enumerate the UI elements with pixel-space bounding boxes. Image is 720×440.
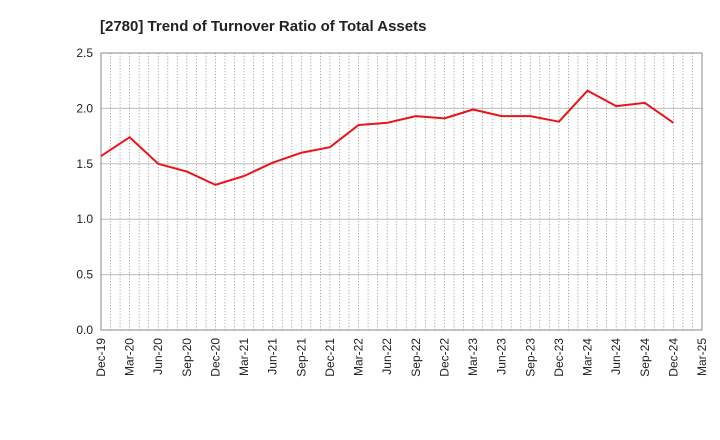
x-tick-label: Mar-23 [466,338,480,376]
x-tick-label: Dec-19 [94,338,108,377]
series-layer [100,89,674,186]
x-tick-label: Jun-24 [609,338,623,375]
series-line [100,89,674,186]
x-tick-label: Sep-20 [180,338,194,377]
x-axis-ticks: Dec-19 Mar-20 Jun-20 Sep-20 Dec-20 Mar-21 Jun-… [94,338,709,377]
y-axis-ticks: 0.0 0.5 1.0 1.5 2.0 2.5 [76,46,93,337]
y-tick-label: 1.5 [76,157,93,171]
x-tick-label: Dec-24 [666,338,680,377]
x-tick-label: Mar-22 [352,338,366,376]
x-tick-label: Sep-24 [638,338,652,377]
grid [101,53,702,330]
x-tick-label: Dec-22 [437,338,451,377]
y-tick-label: 2.0 [76,101,93,115]
x-tick-label: Sep-22 [409,338,423,377]
x-tick-label: Jun-20 [151,338,165,375]
x-tick-label: Dec-21 [323,338,337,377]
y-tick-label: 0.0 [76,323,93,337]
x-tick-label: Sep-21 [294,338,308,377]
x-tick-label: Jun-23 [495,338,509,375]
x-tick-label: Sep-23 [523,338,537,377]
x-tick-label: Mar-20 [123,338,137,376]
x-tick-label: Mar-25 [695,338,709,376]
x-tick-label: Dec-20 [208,338,222,377]
y-tick-label: 0.5 [76,268,93,282]
x-tick-label: Mar-24 [581,338,595,376]
y-tick-label: 1.0 [76,212,93,226]
plot-area-frame [100,52,703,331]
chart-title: [2780] Trend of Turnover Ratio of Total … [100,18,426,35]
y-tick-label: 2.5 [76,46,93,60]
x-tick-label: Dec-23 [552,338,566,377]
x-tick-label: Jun-21 [266,338,280,375]
x-tick-label: Jun-22 [380,338,394,375]
x-tick-label: Mar-21 [237,338,251,376]
